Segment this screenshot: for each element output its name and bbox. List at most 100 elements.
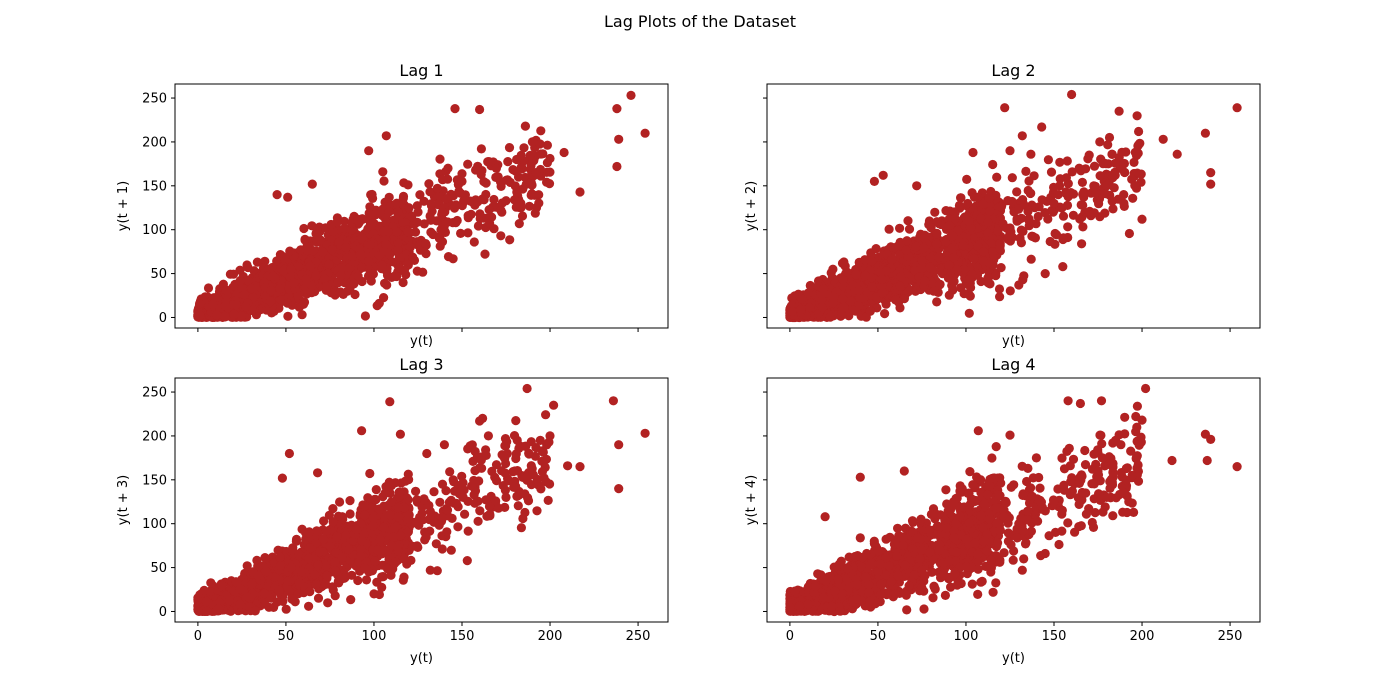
scatter-point: [1053, 190, 1063, 200]
scatter-point: [312, 526, 322, 536]
scatter-point: [878, 170, 888, 180]
lag-plot-panel: Lag 2y(t)y(t + 2): [744, 61, 1261, 349]
scatter-point: [201, 596, 212, 607]
scatter-point: [881, 266, 892, 276]
scatter-point: [203, 283, 214, 293]
scatter-point: [1017, 131, 1027, 141]
scatter-point: [1064, 189, 1074, 199]
scatter-point: [542, 140, 553, 150]
scatter-point: [1055, 157, 1065, 167]
scatter-point: [988, 159, 998, 170]
scatter-point: [1016, 213, 1026, 223]
scatter-point: [460, 196, 470, 206]
scatter-point: [1100, 189, 1111, 199]
scatter-point: [1081, 164, 1091, 174]
scatter-point: [959, 289, 969, 299]
scatter-point: [435, 154, 445, 164]
scatter-point: [1078, 222, 1088, 232]
scatter-point: [336, 574, 346, 585]
scatter-point: [212, 310, 222, 320]
scatter-point: [818, 284, 829, 294]
scatter-point: [969, 192, 980, 202]
scatter-point: [333, 278, 343, 288]
scatter-point: [1128, 193, 1138, 203]
scatter-point: [259, 588, 270, 599]
scatter-point: [308, 246, 318, 256]
scatter-point: [1000, 103, 1010, 113]
scatter-point: [932, 229, 942, 239]
scatter-point: [412, 541, 422, 551]
scatter-point: [243, 592, 253, 602]
scatter-point: [424, 179, 434, 189]
scatter-point: [1206, 168, 1216, 178]
scatter-point: [273, 545, 283, 555]
scatter-point: [500, 468, 510, 478]
scatter-point: [375, 207, 385, 217]
scatter-point: [382, 564, 393, 574]
scatter-point: [941, 206, 951, 216]
scatter-point: [195, 311, 205, 321]
scatter-point: [398, 575, 408, 585]
scatter-point: [334, 237, 344, 247]
scatter-point: [1133, 141, 1143, 151]
scatter-point: [1084, 150, 1094, 160]
scatter-point: [454, 186, 464, 196]
scatter-point: [346, 595, 356, 605]
scatter-point: [1005, 229, 1015, 239]
scatter-point: [996, 263, 1006, 273]
scatter-point: [443, 217, 453, 227]
scatter-point: [208, 299, 218, 310]
scatter-point: [426, 199, 436, 209]
scatter-point: [527, 189, 537, 200]
scatter-point: [1127, 174, 1137, 184]
scatter-point: [231, 300, 241, 310]
scatter-point: [313, 593, 324, 603]
scatter-points: [785, 89, 1242, 323]
scatter-point: [260, 553, 270, 563]
scatter-point: [947, 243, 957, 254]
scatter-point: [958, 240, 968, 251]
scatter-point: [860, 255, 870, 265]
scatter-point: [435, 497, 445, 507]
scatter-point: [504, 143, 515, 153]
scatter-point: [959, 264, 969, 275]
scatter-point: [252, 257, 262, 267]
scatter-point: [305, 261, 315, 271]
scatter-point: [1136, 169, 1146, 179]
scatter-point: [1058, 262, 1068, 272]
scatter-point: [437, 544, 447, 554]
scatter-point: [339, 223, 349, 234]
scatter-point: [992, 172, 1002, 182]
scatter-point: [1090, 181, 1100, 191]
scatter-point: [463, 211, 473, 221]
scatter-point: [443, 163, 453, 173]
scatter-point: [612, 104, 622, 114]
scatter-point: [354, 217, 364, 227]
scatter-point: [1043, 214, 1053, 224]
scatter-point: [370, 556, 380, 566]
scatter-point: [363, 566, 373, 576]
scatter-point: [487, 466, 497, 476]
scatter-point: [221, 301, 231, 311]
scatter-point: [495, 177, 506, 187]
scatter-point: [431, 539, 441, 549]
scatter-point: [344, 544, 354, 555]
scatter-point: [517, 211, 528, 221]
scatter-point: [943, 273, 954, 283]
scatter-point: [457, 176, 467, 186]
scatter-point: [469, 237, 479, 247]
scatter-point: [1014, 204, 1024, 214]
scatter-point: [1110, 158, 1120, 168]
scatter-point: [1107, 196, 1117, 206]
scatter-point: [518, 513, 528, 524]
scatter-point: [1007, 196, 1017, 207]
scatter-point: [967, 269, 977, 279]
scatter-point: [954, 200, 965, 211]
scatter-point: [289, 278, 299, 288]
scatter-point: [1015, 233, 1025, 243]
scatter-point: [1007, 173, 1017, 183]
scatter-point: [321, 281, 332, 291]
scatter-point: [268, 271, 278, 281]
scatter-point: [398, 191, 409, 201]
scatter-point: [911, 242, 921, 252]
